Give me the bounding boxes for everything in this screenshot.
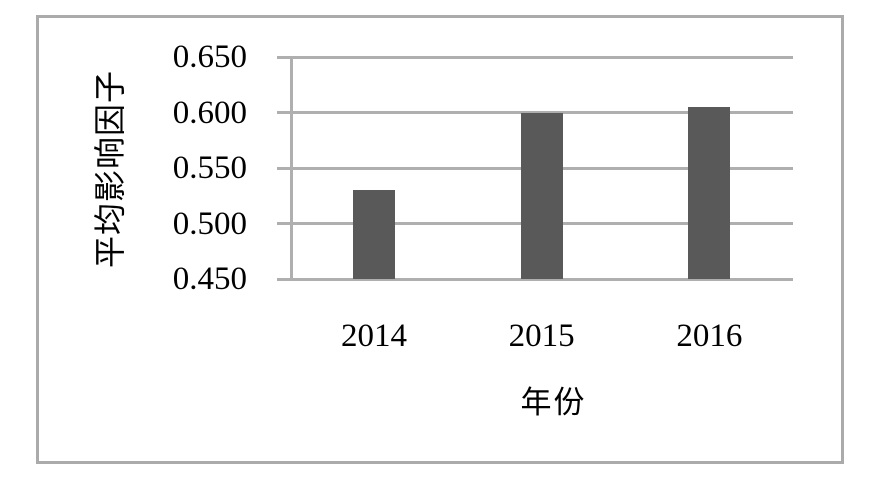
gridline	[277, 277, 793, 281]
x-tick-label: 2014	[341, 318, 407, 354]
y-tick-label: 0.500	[172, 205, 247, 242]
x-tick-label: 2015	[508, 318, 575, 354]
gridline	[277, 55, 793, 59]
x-tick-label: 2016	[676, 318, 743, 354]
plot-area: 平均影响因子 年份 0.650 0.600 0.550 0.500 0.450 2014 2…	[92, 40, 793, 420]
y-tick-label: 0.450	[172, 261, 247, 297]
y-tick-label: 0.550	[172, 150, 247, 186]
bar-2015	[520, 112, 563, 279]
chart-frame: 平均影响因子 年份 0.650 0.600 0.550 0.500 0.450 2014 2…	[36, 15, 844, 464]
x-axis-title: 年份	[520, 385, 587, 420]
y-tick-label: 0.600	[172, 94, 247, 131]
bar-2014	[352, 190, 395, 279]
y-tick-label: 0.650	[172, 39, 247, 75]
y-axis-line	[290, 56, 293, 281]
bar-2016	[688, 106, 731, 279]
